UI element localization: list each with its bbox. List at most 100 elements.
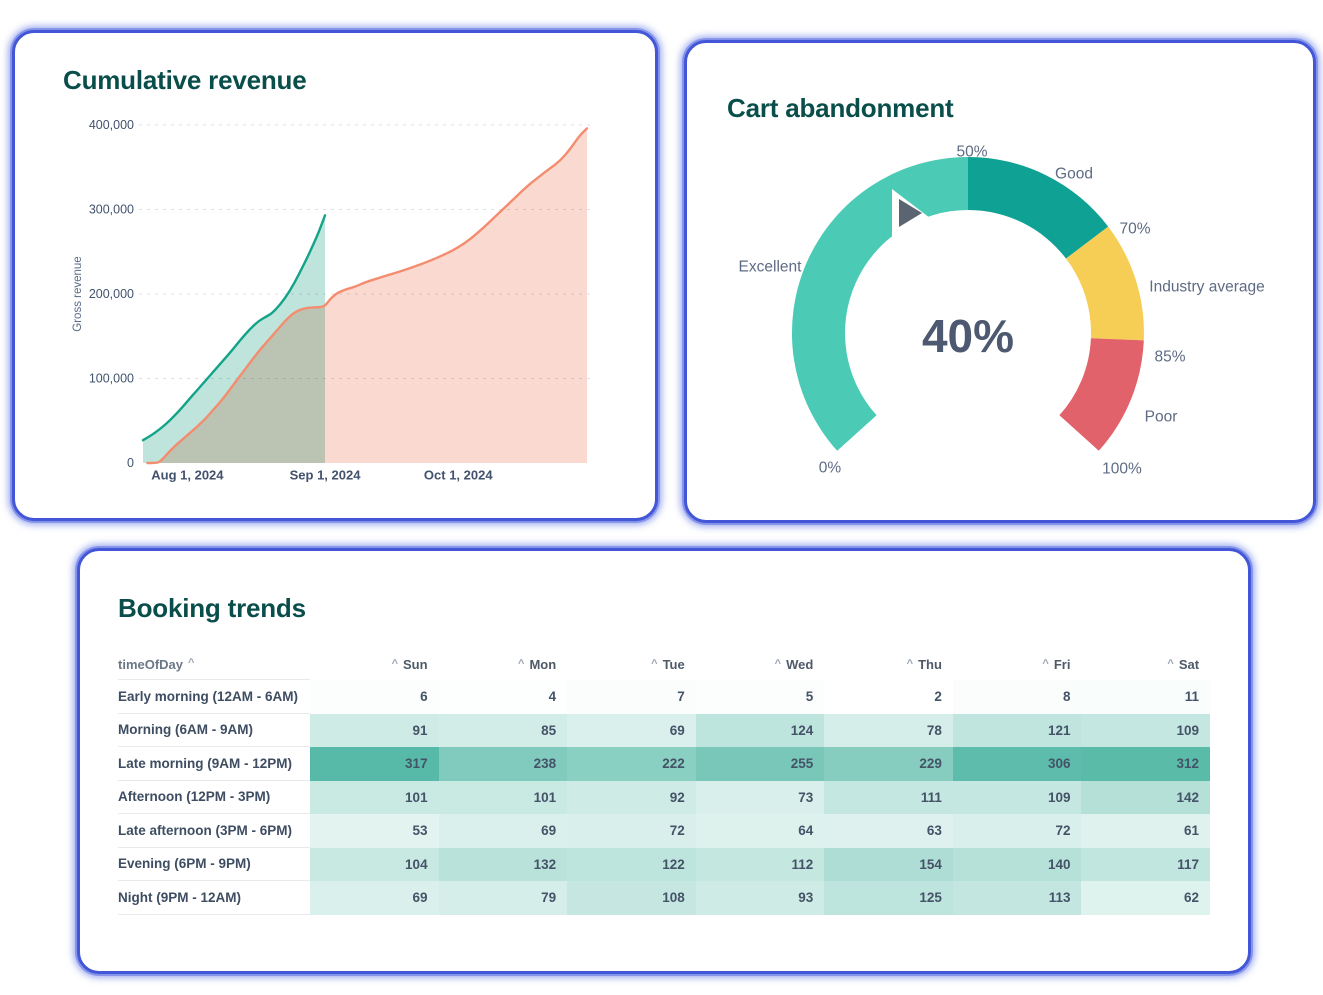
table-row: Night (9PM - 12AM) 69 79 108 93 125 113 62 [118,881,1211,915]
sort-caret-icon: ^ [651,657,658,670]
heatmap-cell[interactable]: 72 [567,814,696,848]
heatmap-cell[interactable]: 112 [695,847,825,881]
y-tick-label: 300,000 [89,203,134,217]
heatmap-cell[interactable]: 69 [310,881,439,915]
heatmap-cell[interactable]: 121 [952,713,1082,747]
heatmap-cell[interactable]: 222 [567,747,696,781]
cart-abandonment-gauge: 0% 50% 70% 85% 100% Excellent Good Industry ave… [739,144,1265,478]
heatmap-cell[interactable]: 142 [1081,780,1211,814]
heatmap-cell[interactable]: 104 [310,847,439,881]
heatmap-cell[interactable]: 132 [438,847,568,881]
heatmap-cell[interactable]: 61 [1081,814,1211,848]
heatmap-cell[interactable]: 317 [310,747,439,781]
heatmap-cell[interactable]: 312 [1081,747,1211,781]
heatmap-cell[interactable]: 111 [824,780,953,814]
heatmap-cell[interactable]: 62 [1081,881,1211,915]
heatmap-cell[interactable]: 53 [310,814,439,848]
column-header-sun[interactable]: ^ Sun [310,657,439,672]
column-header-label: Fri [1053,657,1071,672]
row-label: Late afternoon (3PM - 6PM) [118,814,310,848]
heatmap-cell[interactable]: 93 [695,881,825,915]
heatmap-cell[interactable]: 7 [567,680,696,714]
gauge-segment-poor[interactable] [1059,338,1144,451]
gauge-tick-label-70: 70% [1119,221,1150,238]
heatmap-cell[interactable]: 79 [438,881,568,915]
heatmap-cell[interactable]: 113 [952,881,1082,915]
column-header-mon[interactable]: ^ Mon [439,657,568,672]
day-column-headers: ^ Sun ^ Mon ^ Tue ^ Wed ^ Thu ^ Fri ^ Sat [310,657,1210,672]
column-header-timeofday[interactable]: timeOfDay ^ [118,649,310,680]
heatmap-cell[interactable]: 73 [695,780,825,814]
heatmap-cell[interactable]: 5 [695,680,825,714]
heatmap-cell[interactable]: 69 [567,713,696,747]
series-salmon-area[interactable] [147,128,587,463]
heatmap-cell[interactable]: 8 [952,680,1082,714]
column-header-label: Mon [529,657,557,672]
y-tick-label: 200,000 [89,287,134,301]
heatmap-cell[interactable]: 229 [824,747,953,781]
heatmap-cell[interactable]: 91 [310,713,439,747]
column-header-tue[interactable]: ^ Tue [567,657,696,672]
heatmap-cell[interactable]: 2 [824,680,953,714]
heatmap-cell[interactable]: 109 [952,780,1082,814]
heatmap-cell[interactable]: 255 [695,747,825,781]
column-header-wed[interactable]: ^ Wed [696,657,825,672]
heatmap-cell[interactable]: 72 [952,814,1082,848]
heatmap-cell[interactable]: 154 [824,847,953,881]
heatmap-cell[interactable]: 122 [567,847,696,881]
heatmap-cell[interactable]: 140 [952,847,1082,881]
row-cells: 101 101 92 73 111 109 142 [310,780,1211,814]
row-label: Evening (6PM - 9PM) [118,848,310,881]
gauge-tick-label-100: 100% [1102,461,1142,478]
row-label: Early morning (12AM - 6AM) [118,680,310,714]
heatmap-cell[interactable]: 101 [310,780,439,814]
heatmap-cell[interactable]: 108 [567,881,696,915]
column-header-label: Tue [662,657,685,672]
row-label: Night (9PM - 12AM) [118,881,310,915]
column-header-thu[interactable]: ^ Thu [824,657,953,672]
gauge-segment-industry-average[interactable] [1066,226,1144,341]
heatmap-cell[interactable]: 109 [1081,713,1211,747]
booking-trends-card: Booking trends timeOfDay ^ ^ Sun ^ Mon ^ Tue ^ We… [77,548,1251,974]
heatmap-cell[interactable]: 238 [438,747,568,781]
heatmap-cell[interactable]: 63 [824,814,953,848]
heatmap-cell[interactable]: 4 [438,680,568,714]
column-header-label: Wed [786,657,814,672]
gauge-segment-label: Good [1055,166,1093,183]
gauge-tick-label-50: 50% [956,144,987,161]
sort-caret-icon: ^ [1042,657,1049,670]
table-row: Afternoon (12PM - 3PM) 101 101 92 73 111 109 14… [118,780,1211,814]
sort-caret-icon: ^ [391,657,399,670]
heatmap-cell[interactable]: 85 [438,713,568,747]
heatmap-cell[interactable]: 78 [824,713,953,747]
series-salmon-line[interactable] [146,127,589,465]
heatmap-cell[interactable]: 69 [438,814,568,848]
cart-abandonment-title: Cart abandonment [727,93,954,123]
heatmap-cell[interactable]: 125 [824,881,953,915]
cart-abandonment-card: Cart abandonment 0% 50% 70% 85% 100% Excellen… [684,40,1316,523]
heatmap-cell[interactable]: 101 [438,780,568,814]
row-cells: 104 132 122 112 154 140 117 [310,847,1211,881]
heatmap-cell[interactable]: 124 [695,713,825,747]
cumulative-revenue-title: Cumulative revenue [63,65,307,95]
row-label: Afternoon (12PM - 3PM) [118,781,310,814]
table-row: Evening (6PM - 9PM) 104 132 122 112 154 140 117 [118,847,1211,881]
heatmap-cell[interactable]: 92 [567,780,696,814]
heatmap-cell[interactable]: 11 [1081,680,1211,714]
column-header-label: Sat [1178,657,1200,672]
heatmap-cell[interactable]: 6 [310,680,439,714]
heatmap-cell[interactable]: 64 [695,814,825,848]
series-teal-line[interactable] [141,214,327,442]
row-cells: 317 238 222 255 229 306 312 [310,747,1211,781]
heatmap-cell[interactable]: 117 [1081,847,1211,881]
column-header-fri[interactable]: ^ Fri [953,657,1082,672]
row-cells: 69 79 108 93 125 113 62 [310,881,1211,915]
heatmap-body: Early morning (12AM - 6AM) 6 4 7 5 2 8 11 Mornin… [118,680,1211,915]
gauge-segment-excellent[interactable] [791,157,968,451]
cumulative-revenue-card: Cumulative revenue 0 100,000 200,000 300,00… [12,30,658,521]
gauge-segment-good[interactable] [968,157,1109,259]
heatmap-cell[interactable]: 306 [952,747,1082,781]
x-tick-label: Sep 1, 2024 [290,468,362,483]
column-header-sat[interactable]: ^ Sat [1081,657,1210,672]
